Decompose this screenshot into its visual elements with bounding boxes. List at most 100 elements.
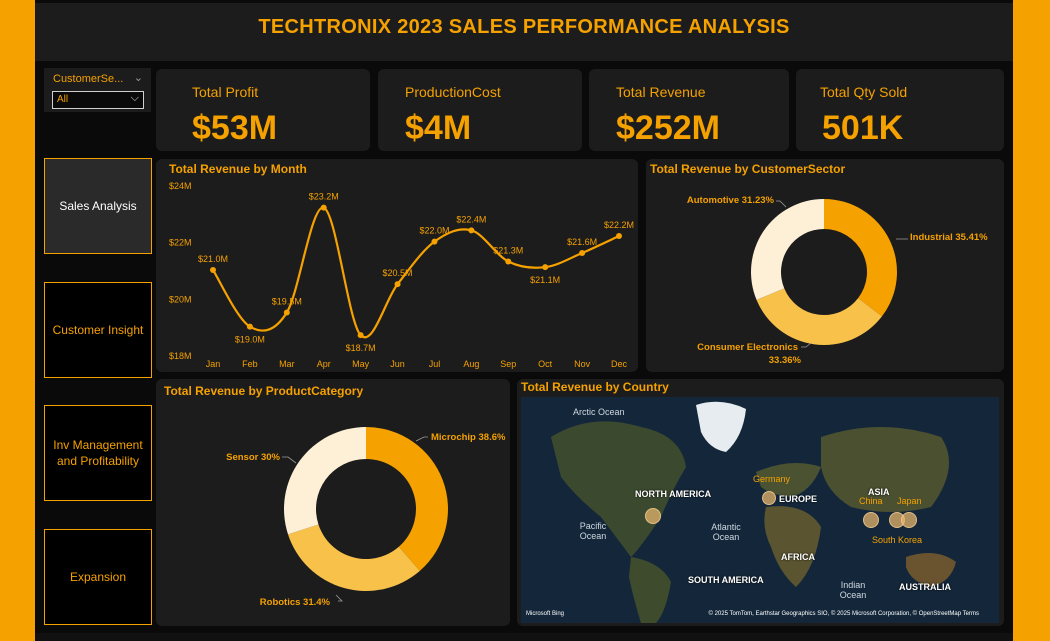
x-tick-label: Feb	[242, 359, 258, 369]
map-bubble-usa[interactable]	[645, 508, 661, 524]
revenue-by-month-panel: Total Revenue by Month $18M $20M $22M $24M $…	[156, 159, 638, 372]
revenue-line	[212, 206, 620, 339]
data-label: $22.4M	[456, 214, 486, 224]
kpi-label: Total Revenue	[616, 84, 706, 100]
slice-label-consumer-electronics: Consumer Electronics	[697, 342, 798, 353]
leader-line	[282, 456, 297, 464]
revenue-by-month-chart: $18M $20M $22M $24M $21.0M Jan $19.0M Feb $19.5M…	[169, 181, 634, 369]
revenue-by-product-donut: Microchip 38.6% Robotics 31.4% Sensor 30%	[226, 427, 506, 608]
x-tick-label: Jun	[390, 359, 405, 369]
dashboard-canvas: TECHTRONIX 2023 SALES PERFORMANCE ANALYS…	[35, 0, 1013, 641]
data-point	[210, 267, 216, 273]
slice-consumer-electronics	[756, 288, 882, 345]
kpi-card-total-revenue: Total Revenue $252M	[589, 69, 789, 151]
data-label: $22.0M	[419, 226, 449, 236]
x-tick-label: Nov	[574, 359, 591, 369]
header-bar: TECHTRONIX 2023 SALES PERFORMANCE ANALYS…	[35, 3, 1013, 61]
leader-line	[335, 594, 343, 602]
map-label-africa: AFRICA	[781, 552, 815, 562]
slicer-title: CustomerSe...	[53, 73, 124, 85]
map-label-pacific: Pacific Ocean	[579, 521, 607, 541]
map-label-atlantic: Atlantic Ocean	[711, 522, 741, 542]
x-tick-label: Dec	[611, 359, 628, 369]
map-label-china: China	[859, 496, 883, 506]
x-tick-label: May	[352, 359, 370, 369]
y-tick-label: $22M	[169, 238, 192, 248]
data-label: $22.2M	[604, 220, 634, 230]
map-label-germany: Germany	[753, 474, 791, 484]
revenue-by-country-panel: Total Revenue by Country Arctic Ocean NO…	[517, 379, 1004, 626]
leader-line	[801, 342, 812, 348]
kpi-card-total-qty-sold: Total Qty Sold 501K	[796, 69, 1004, 151]
data-label: $19.0M	[235, 335, 265, 345]
map-label-arctic: Arctic Ocean	[573, 407, 625, 417]
data-label: $23.2M	[309, 192, 339, 202]
y-tick-label: $18M	[169, 351, 192, 361]
data-label: $21.3M	[493, 246, 523, 256]
slice-automotive	[751, 199, 824, 300]
map-attribution[interactable]: © 2025 TomTom, Earthstar Geographics SIO…	[708, 611, 980, 617]
customer-sector-slicer[interactable]: CustomerSe... ⌄ All ⌵	[44, 68, 151, 112]
data-point	[505, 258, 512, 265]
y-tick-label: $20M	[169, 294, 192, 304]
revenue-by-product-panel: Total Revenue by ProductCategory Microch…	[156, 379, 510, 626]
data-label: $21.6M	[567, 237, 597, 247]
map-label-australia: AUSTRALIA	[899, 582, 951, 592]
revenue-by-sector-panel: Total Revenue by CustomerSector Industri…	[646, 159, 1004, 372]
x-tick-label: Jan	[206, 359, 221, 369]
slicer-dropdown[interactable]: All ⌵	[52, 91, 144, 109]
data-label: $21.1M	[530, 275, 560, 285]
world-map[interactable]: Arctic Ocean NORTH AMERICA EUROPE ASIA A…	[521, 397, 999, 623]
data-label: $19.5M	[272, 297, 302, 307]
slice-label-microchip: Microchip 38.6%	[431, 432, 506, 443]
kpi-value: $53M	[192, 109, 278, 147]
map-bubble-japan[interactable]	[901, 512, 917, 528]
revenue-by-sector-donut: Industrial 35.41% Consumer Electronics 33.…	[687, 195, 988, 366]
data-point	[283, 309, 290, 316]
x-tick-label: Mar	[279, 359, 295, 369]
nav-expansion-button[interactable]: Expansion	[44, 529, 152, 625]
nav-inv-management-button[interactable]: Inv Management and Profitability	[44, 405, 152, 501]
slice-label-robotics: Robotics 31.4%	[260, 597, 331, 608]
data-point	[542, 264, 549, 271]
slice-robotics	[288, 524, 420, 591]
data-label: $20.5M	[383, 268, 413, 278]
chevron-down-icon[interactable]: ⌵	[130, 92, 139, 104]
panel-title: Total Revenue by Month	[169, 162, 307, 176]
panel-title: Total Revenue by ProductCategory	[164, 384, 364, 398]
map-label-indian: Indian Ocean	[839, 580, 867, 600]
page-title: TECHTRONIX 2023 SALES PERFORMANCE ANALYS…	[258, 16, 790, 38]
x-tick-label: Oct	[538, 359, 553, 369]
slice-label-industrial: Industrial 35.41%	[910, 232, 988, 243]
chevron-down-icon[interactable]: ⌄	[133, 72, 143, 84]
data-point	[431, 238, 438, 245]
slice-industrial	[824, 199, 897, 317]
x-tick-label: Apr	[317, 359, 331, 369]
nav-customer-insight-button[interactable]: Customer Insight	[44, 282, 152, 378]
data-point	[320, 204, 327, 211]
y-tick-label: $24M	[169, 181, 192, 191]
slice-microchip	[366, 427, 449, 571]
nav-sales-analysis-button[interactable]: Sales Analysis	[44, 158, 152, 254]
x-tick-label: Jul	[429, 359, 441, 369]
slice-sensor	[284, 427, 366, 535]
leader-line	[776, 200, 787, 208]
map-bubble-germany[interactable]	[762, 491, 776, 505]
map-label-north-america: NORTH AMERICA	[635, 489, 712, 499]
panel-title: Total Revenue by Country	[521, 380, 669, 394]
kpi-value: 501K	[822, 109, 904, 147]
map-label-europe: EUROPE	[779, 494, 818, 504]
kpi-label: ProductionCost	[405, 84, 501, 100]
slice-label-sensor: Sensor 30%	[226, 452, 280, 463]
data-point	[616, 233, 622, 239]
slicer-value: All	[57, 94, 69, 105]
data-label: $21.0M	[198, 254, 228, 264]
data-label: $18.7M	[346, 343, 376, 353]
kpi-value: $252M	[616, 109, 720, 147]
kpi-label: Total Profit	[192, 84, 259, 100]
map-label-south-america: SOUTH AMERICA	[688, 575, 764, 585]
data-point	[394, 281, 401, 288]
map-label-japan: Japan	[897, 496, 922, 506]
map-bubble-china[interactable]	[863, 512, 879, 528]
data-point	[468, 227, 475, 234]
